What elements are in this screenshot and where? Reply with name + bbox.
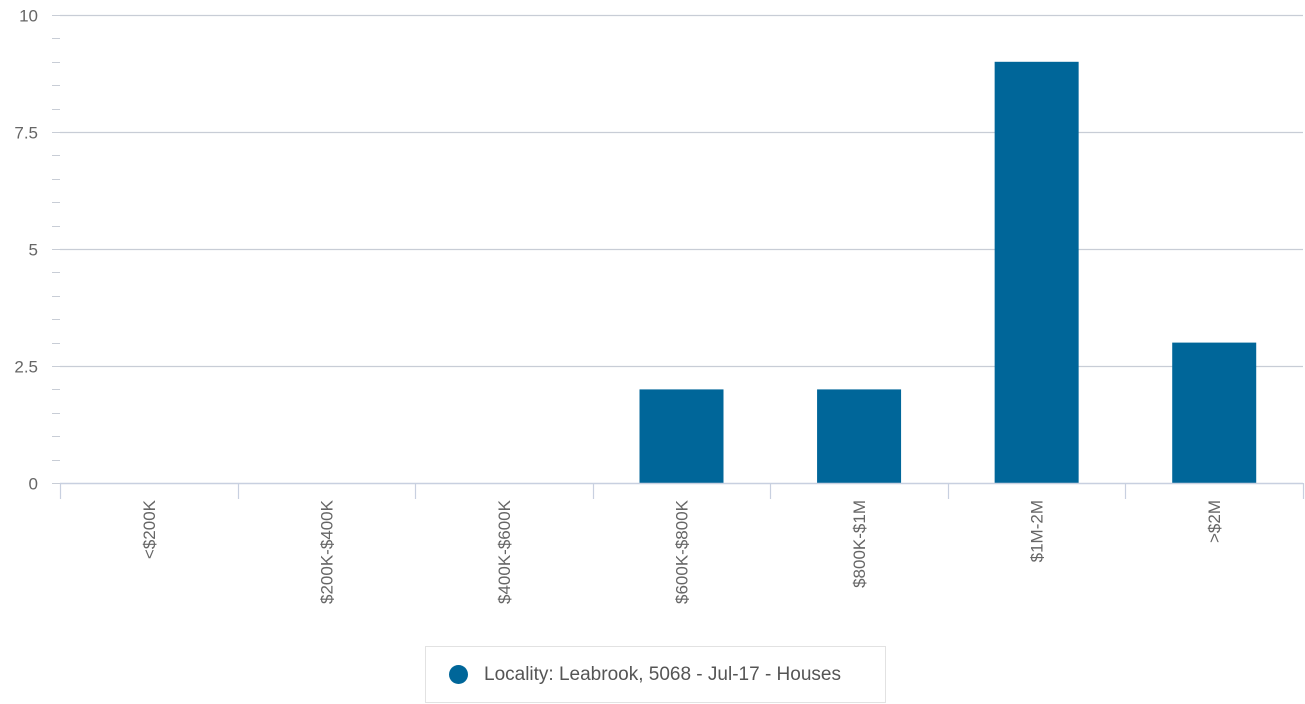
y-axis-minor-ticks [52, 15, 60, 484]
bar[interactable] [1172, 342, 1257, 483]
legend-marker-icon [449, 665, 468, 684]
x-tick-label: $600K-$800K [673, 499, 692, 604]
x-tick-label: <$200K [140, 499, 159, 559]
x-tick-label: $200K-$400K [317, 499, 336, 604]
y-tick-label: 0 [29, 475, 38, 494]
grid-lines [60, 14, 1303, 368]
y-tick-label: 2.5 [14, 358, 38, 377]
x-tick-label: $400K-$600K [495, 499, 514, 604]
bar[interactable] [817, 389, 902, 483]
bar[interactable] [994, 61, 1079, 484]
x-tick-label: $1M-2M [1028, 500, 1047, 562]
x-axis [59, 482, 1305, 499]
x-axis-tick-labels: <$200K $200K-$400K $400K-$600K $600K-$800K $… [140, 499, 1224, 604]
y-tick-label: 7.5 [14, 124, 38, 143]
y-axis-tick-labels: 0 2.5 5 7.5 10 [14, 7, 38, 494]
x-tick-label: $800K-$1M [850, 500, 869, 588]
legend[interactable]: Locality: Leabrook, 5068 - Jul-17 - Hous… [425, 646, 886, 703]
y-tick-label: 5 [29, 241, 38, 260]
bars [639, 61, 1257, 484]
bar-chart: 0 2.5 5 7.5 10 <$200K $200K-$400K $400K-$600K $… [14, 7, 1305, 604]
x-tick-label: >$2M [1205, 500, 1224, 543]
y-tick-label: 10 [19, 7, 38, 26]
bar[interactable] [639, 389, 724, 483]
legend-series-label[interactable]: Locality: Leabrook, 5068 - Jul-17 - Hous… [484, 663, 841, 685]
